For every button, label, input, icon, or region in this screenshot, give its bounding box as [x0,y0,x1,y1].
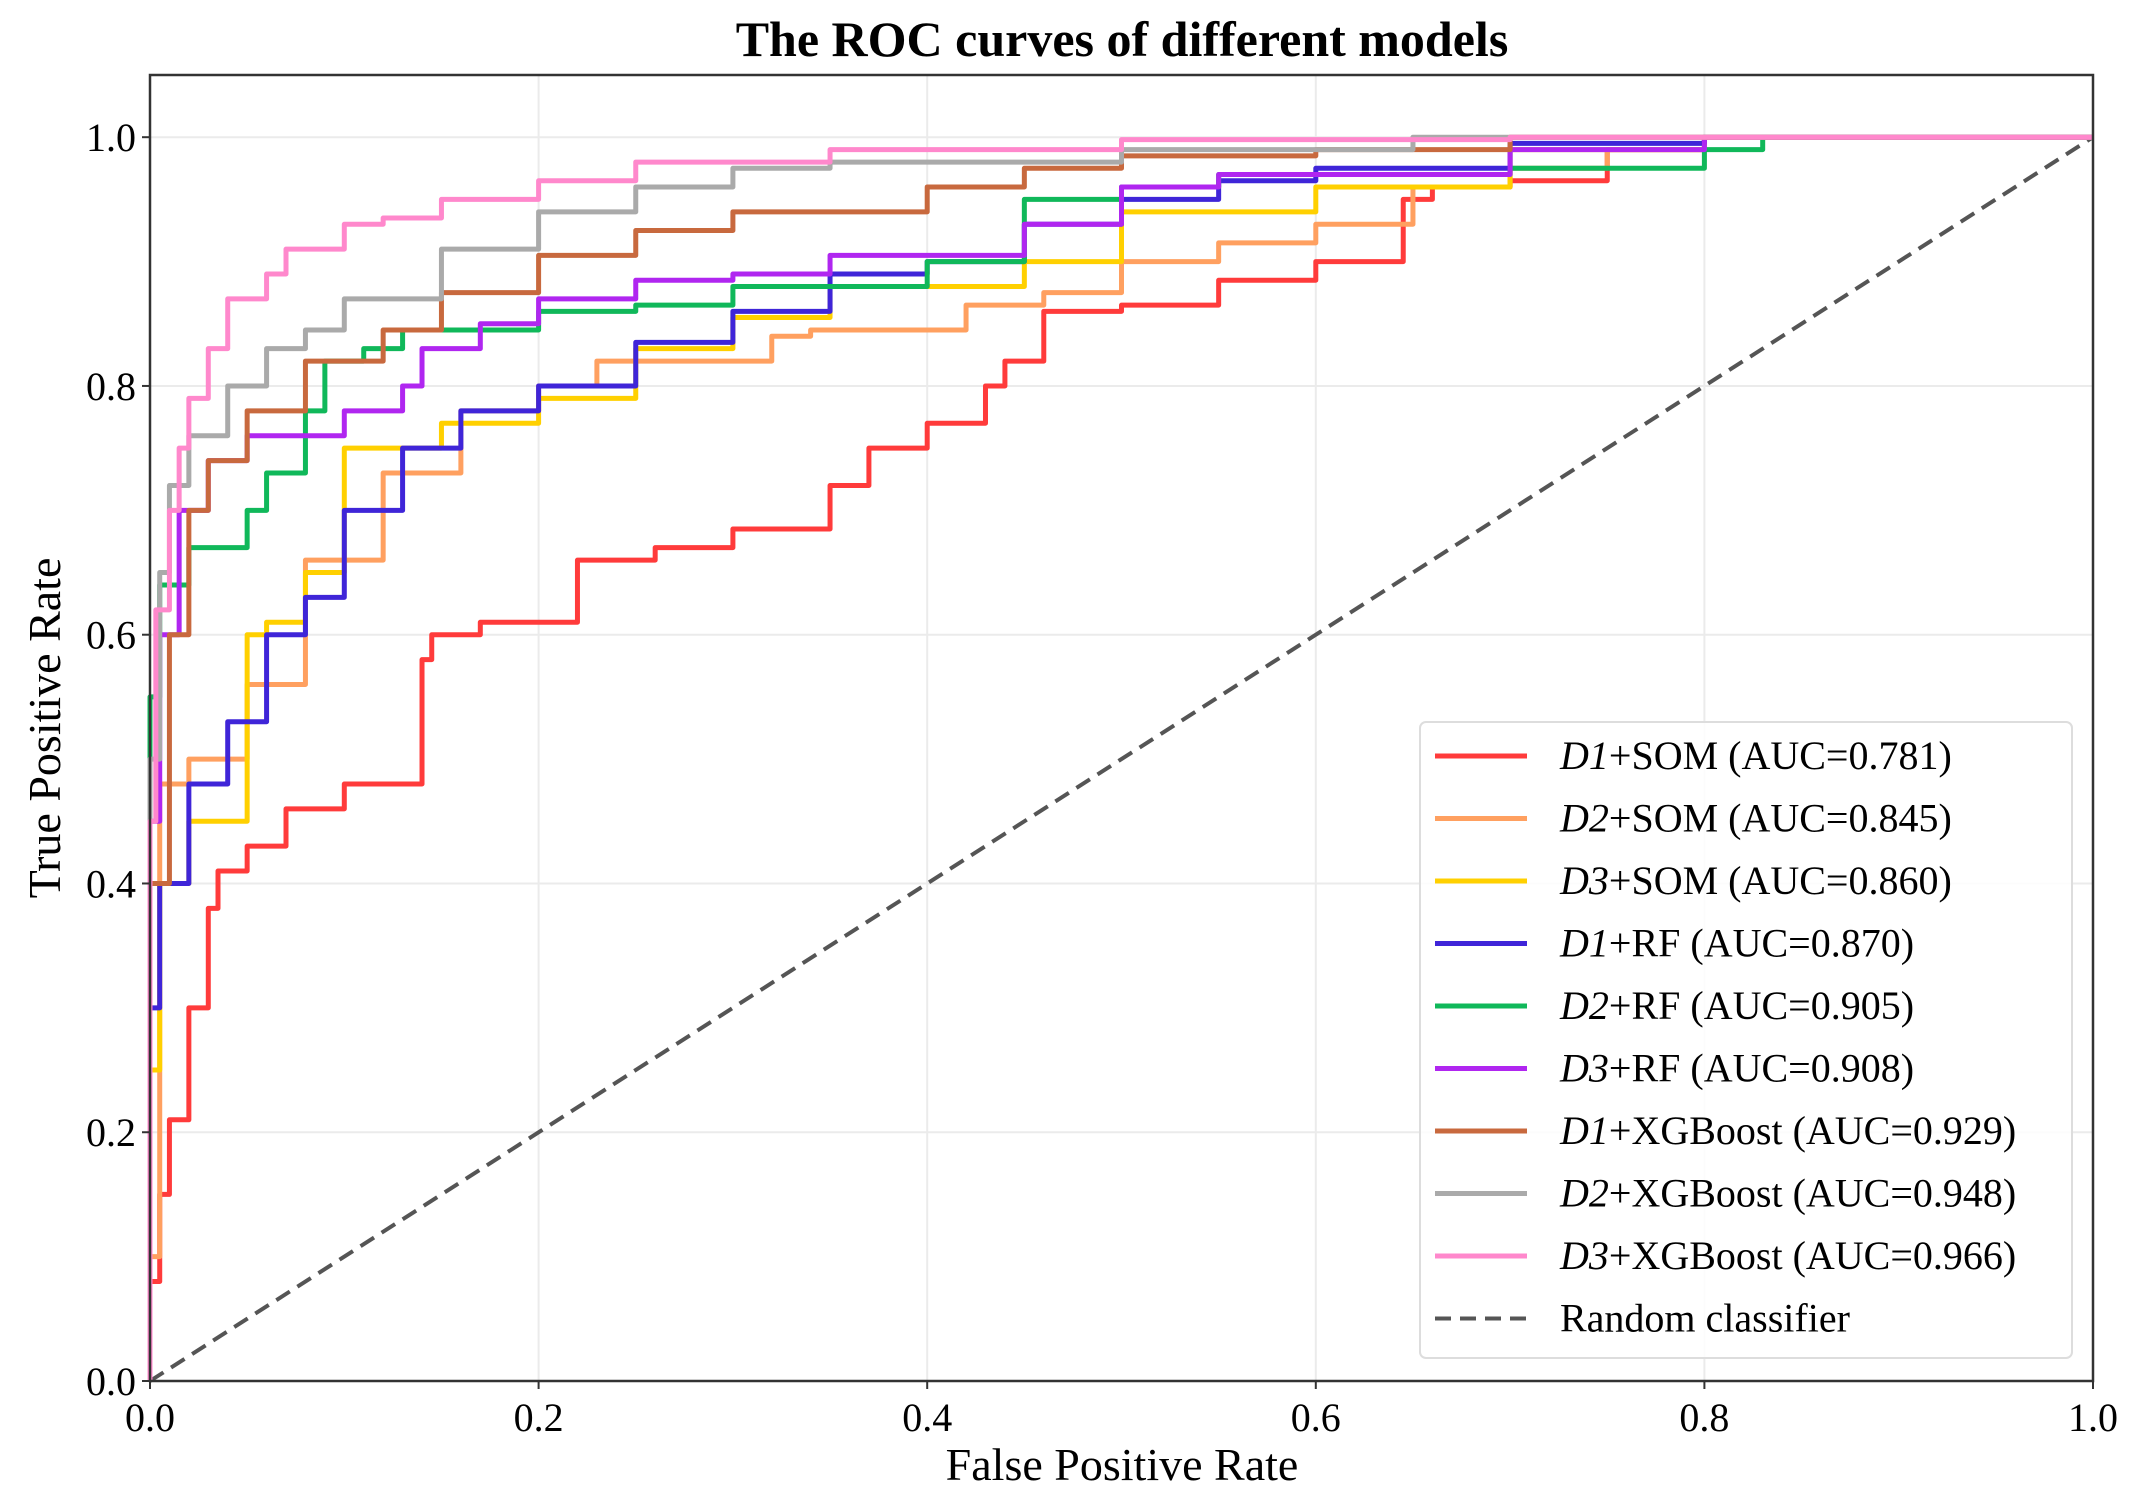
legend-dataset: D2 [1559,983,1609,1028]
roc-curve-d3-som [147,134,2093,1381]
chart-title: The ROC curves of different models [736,11,1509,67]
legend-model: +RF (AUC=0.908) [1609,1046,1914,1091]
legend-entry: D2+SOM (AUC=0.845) [1559,796,1952,841]
legend-model: +XGBoost (AUC=0.929) [1609,1108,2016,1153]
roc-curve-d2-xgboost [147,134,2093,1381]
x-tick-label: 0.4 [902,1395,952,1440]
roc-curve-d1-som [147,134,2093,1381]
legend-entry: D1+RF (AUC=0.870) [1559,921,1914,966]
legend-entry: D3+SOM (AUC=0.860) [1559,858,1952,903]
y-tick-label: 0.2 [86,1110,136,1155]
plot-frame [148,73,2095,1383]
legend-dataset: D1 [1559,733,1609,778]
legend-entry: D2+XGBoost (AUC=0.948) [1559,1171,2016,1216]
roc-curve-d3-xgboost [147,134,2093,1381]
legend-model: +RF (AUC=0.905) [1609,983,1914,1028]
legend-dataset: D2 [1559,796,1609,841]
legend-entry: D3+RF (AUC=0.908) [1559,1046,1914,1091]
legend-entry: D2+RF (AUC=0.905) [1559,983,1914,1028]
y-tick-label: 0.4 [86,861,136,906]
legend-dataset: D1 [1559,921,1609,966]
legend-dataset: D2 [1559,1171,1609,1216]
x-tick-label: 0.2 [514,1395,564,1440]
y-axis-label: True Positive Rate [19,558,70,899]
y-tick-label: 0.0 [86,1359,136,1404]
legend-box [1419,721,2073,1359]
legend-entry: D1+XGBoost (AUC=0.929) [1559,1108,2016,1153]
legend-entry: D3+XGBoost (AUC=0.966) [1559,1233,2016,1278]
x-axis-label: False Positive Rate [946,1439,1299,1490]
legend-dataset: D3 [1559,858,1609,903]
legend-dataset: D3 [1559,1046,1609,1091]
legend: D1+SOM (AUC=0.781)D2+SOM (AUC=0.845)D3+S… [1419,721,2073,1359]
legend-model: +XGBoost (AUC=0.948) [1609,1171,2016,1216]
random-classifier-line [148,135,2095,1383]
ticks: 0.0 0.2 0.4 0.6 0.8 1.0 0.0 0.2 0.4 0.6 0.8 1.0 [86,115,2118,1440]
roc-curve-d1-xgboost [147,134,2093,1381]
legend-model: +SOM (AUC=0.781) [1609,733,1952,778]
y-tick-label: 1.0 [86,115,136,160]
curves [147,134,2095,1383]
legend-dataset: D3 [1559,1233,1609,1278]
legend-model: +RF (AUC=0.870) [1609,921,1914,966]
y-tick-label: 0.6 [86,613,136,658]
y-tick-label: 0.8 [86,364,136,409]
legend-entry-random: Random classifier [1560,1296,1850,1341]
legend-model: +SOM (AUC=0.860) [1609,858,1952,903]
x-tick-label: 0.8 [1679,1395,1729,1440]
legend-entry: D1+SOM (AUC=0.781) [1559,733,1952,778]
roc-curve-d1-rf [147,134,2093,1381]
x-tick-label: 1.0 [2068,1395,2118,1440]
x-tick-label: 0.0 [125,1395,175,1440]
x-tick-label: 0.6 [1291,1395,1341,1440]
legend-dataset: D1 [1559,1108,1609,1153]
legend-model: +XGBoost (AUC=0.966) [1609,1233,2016,1278]
legend-model: +SOM (AUC=0.845) [1609,796,1952,841]
